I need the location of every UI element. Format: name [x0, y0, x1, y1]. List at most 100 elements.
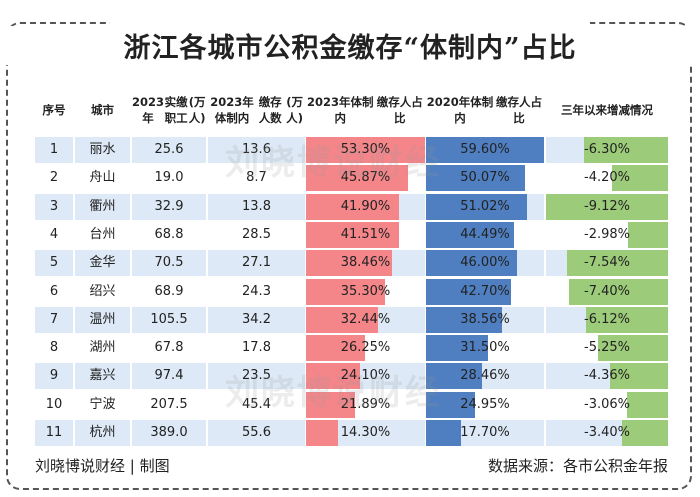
cell-city: 舟山 [89, 170, 116, 186]
cell-workers-2023: 68.9 [154, 283, 184, 299]
bar-share-2023-label: 32.44% [340, 311, 391, 327]
bar-share-2020-label: 38.56% [460, 311, 510, 327]
header-share-2020: 2020年体制内 缴存人占比 [426, 95, 542, 125]
bar-share-2023-cell: 45.87% [306, 165, 425, 192]
header-change: 三年以来 增减情况 [561, 103, 653, 117]
cell-workers-2023: 19.0 [154, 170, 184, 186]
bar-change-label: -3.06% [584, 396, 630, 412]
bar-share-2023-cell: 14.30% [306, 420, 425, 446]
bar-share-2020-cell: 59.60% [426, 137, 544, 163]
bar-share-2020 [426, 165, 526, 192]
header-share-2023: 2023年体制内 缴存人占比 [306, 95, 423, 125]
bar-change-cell: -2.98% [546, 221, 668, 248]
bar-share-2023 [306, 165, 409, 192]
bar-share-2020-label: 28.46% [460, 368, 510, 384]
bar-share-2020 [426, 420, 462, 446]
bar-change-label: -6.30% [584, 142, 630, 157]
bar-change-cell: -9.12% [546, 193, 668, 220]
bar-share-2023-cell: 24.10% [306, 363, 425, 390]
cell-city: 台州 [89, 226, 116, 242]
bar-share-2020-label: 42.70% [460, 283, 510, 299]
cell-gov-2023: 8.7 [246, 170, 267, 186]
cell-no: 9 [35, 363, 73, 390]
table-row: 5 金华 70.5 27.1 38.46% 46.00% -7.54% [35, 250, 668, 277]
bar-change-label: -2.98% [584, 226, 630, 242]
bar-change-label: -3.40% [584, 425, 630, 440]
cell-city: 温州 [75, 306, 130, 333]
bar-change [597, 335, 668, 362]
bar-change-cell: -3.40% [546, 420, 668, 446]
bar-share-2023 [306, 335, 365, 362]
bar-share-2020-label: 50.07% [460, 170, 510, 186]
cell-gov-2023: 17.8 [242, 340, 271, 356]
bar-share-2020-label: 44.49% [460, 226, 510, 242]
bar-change-cell: -6.12% [546, 306, 668, 333]
table-row: 11 杭州 389.0 55.6 14.30% 17.70% -3.40% [35, 420, 668, 446]
header-gov-2023: 2023年体制内 缴存人数 (万人) [210, 95, 304, 125]
cell-no: 8 [49, 340, 59, 356]
bar-share-2020-label: 17.70% [460, 425, 510, 440]
bar-share-2023 [306, 137, 425, 163]
bar-change-cell: -5.25% [546, 335, 668, 362]
cell-city: 绍兴 [89, 283, 116, 299]
bar-share-2020-cell: 28.46% [426, 363, 544, 390]
cell-workers-2023: 32.9 [132, 193, 206, 220]
bar-share-2020 [426, 221, 515, 248]
cell-no: 4 [49, 226, 59, 242]
table-row: 6 绍兴 68.9 24.3 35.30% 42.70% -7.40% [35, 278, 668, 305]
cell-gov-2023: 13.6 [208, 137, 305, 163]
bar-share-2023 [306, 278, 385, 305]
cell-no: 10 [45, 396, 63, 412]
footer-credit: 刘晓博说财经 | 制图 [35, 457, 170, 475]
footer-source: 数据来源：各市公积金年报 [487, 457, 668, 475]
cell-workers-2023: 67.8 [154, 340, 184, 356]
bar-share-2020-cell: 24.95% [426, 391, 544, 418]
bar-share-2020 [426, 250, 518, 277]
cell-gov-2023: 28.5 [242, 226, 271, 242]
bar-share-2020-cell: 31.50% [426, 335, 544, 362]
cell-no: 7 [35, 306, 73, 333]
bar-share-2023-cell: 38.46% [306, 250, 425, 277]
table-row: 7 温州 105.5 34.2 32.44% 38.56% -6.12% [35, 306, 668, 333]
bar-share-2023-label: 21.89% [340, 396, 391, 412]
bar-change-label: -4.20% [584, 170, 630, 186]
cell-workers-2023: 68.8 [154, 226, 184, 242]
cell-no: 6 [49, 283, 59, 299]
cell-gov-2023: 34.2 [208, 306, 305, 333]
bar-share-2020-label: 59.60% [460, 142, 510, 157]
bar-share-2020 [426, 278, 511, 305]
bar-change [627, 391, 668, 418]
bar-share-2023-label: 14.30% [340, 425, 391, 440]
bar-share-2023 [306, 391, 355, 418]
cell-workers-2023: 389.0 [132, 420, 206, 446]
bar-change-label: -7.54% [584, 255, 630, 271]
bar-share-2023-label: 41.51% [340, 226, 391, 242]
bar-share-2023-label: 41.90% [340, 198, 391, 214]
bar-change-label: -7.40% [584, 283, 630, 299]
table-row: 9 嘉兴 97.4 23.5 24.10% 28.46% -4.36% [35, 363, 668, 390]
bar-share-2023-cell: 35.30% [306, 278, 425, 305]
cell-gov-2023: 23.5 [208, 363, 305, 390]
bar-change-label: -6.12% [584, 311, 630, 327]
bar-change-label: -4.36% [584, 368, 630, 384]
bar-change [609, 363, 668, 390]
bar-share-2023 [306, 363, 360, 390]
bar-change-cell: -7.54% [546, 250, 668, 277]
bar-change [546, 193, 668, 220]
cell-city: 丽水 [75, 137, 130, 163]
cell-no: 5 [35, 250, 73, 277]
bar-share-2023-label: 38.46% [340, 255, 391, 271]
cell-city: 宁波 [89, 396, 116, 412]
bar-share-2020-cell: 50.07% [426, 165, 544, 192]
cell-workers-2023: 70.5 [132, 250, 206, 277]
bar-share-2020-label: 24.95% [460, 396, 510, 412]
bar-share-2020-label: 51.02% [460, 198, 510, 214]
bar-change [628, 221, 668, 248]
bar-change [622, 420, 668, 446]
bar-change-cell: -3.06% [546, 391, 668, 418]
header-no: 序号 [42, 103, 66, 117]
bar-share-2020-label: 46.00% [460, 255, 510, 271]
cell-gov-2023: 24.3 [242, 283, 271, 299]
bar-change [586, 306, 668, 333]
table-row: 1 丽水 25.6 13.6 53.30% 59.60% -6.30% [35, 137, 668, 163]
